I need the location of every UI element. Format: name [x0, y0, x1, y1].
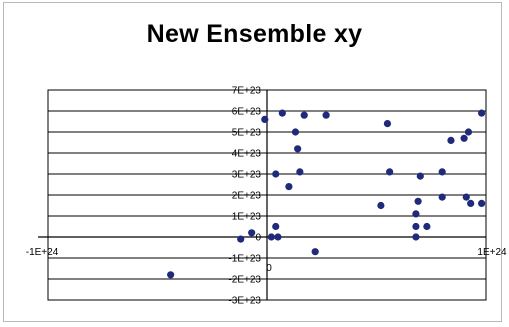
chart-area: [3, 2, 502, 322]
data-point: [414, 197, 422, 205]
data-point: [460, 134, 468, 142]
data-point: [272, 170, 280, 178]
data-point: [412, 210, 420, 218]
data-point: [478, 199, 486, 207]
y-tick-label: 5E+23: [232, 128, 262, 139]
data-point: [412, 233, 420, 241]
data-point: [291, 128, 300, 136]
data-point: [383, 120, 392, 128]
data-point: [462, 193, 470, 201]
data-point: [272, 222, 280, 231]
data-point: [416, 172, 424, 180]
data-point: [167, 271, 175, 279]
y-tick-label: -1E+23: [228, 254, 261, 265]
y-tick-label: 4E+23: [232, 149, 262, 160]
data-point: [237, 235, 245, 243]
data-point: [300, 111, 308, 119]
data-point: [278, 109, 286, 117]
data-point: [464, 128, 473, 136]
data-point: [248, 229, 256, 237]
x-tick-label: 1E+24: [477, 247, 507, 258]
data-point: [386, 168, 394, 176]
chart-title: New Ensemble xy: [146, 20, 363, 48]
y-tick-label: -2E+23: [228, 275, 261, 286]
data-point: [322, 111, 330, 119]
y-tick-label: 6E+23: [232, 107, 262, 118]
y-tick-label: 2E+23: [232, 191, 262, 202]
data-point: [467, 199, 475, 207]
data-point: [261, 115, 269, 123]
y-tick-label: 0: [255, 233, 261, 244]
data-point: [478, 109, 486, 117]
y-tick-label: -3E+23: [228, 296, 261, 307]
data-point: [438, 193, 446, 201]
data-point: [294, 145, 302, 153]
y-tick-label: 3E+23: [232, 170, 262, 181]
data-point: [438, 168, 446, 176]
y-tick-label: 7E+23: [232, 86, 262, 97]
data-point: [423, 222, 431, 231]
data-point: [285, 183, 293, 191]
y-tick-label: 1E+23: [232, 212, 262, 223]
data-point: [447, 136, 455, 144]
data-point: [311, 248, 319, 256]
data-point: [274, 233, 282, 241]
data-point: [412, 222, 420, 231]
data-point: [267, 233, 275, 241]
x-tick-label: -1E+24: [26, 247, 59, 258]
x-tick-label: 0: [266, 263, 272, 274]
data-point: [296, 168, 304, 176]
data-point: [377, 201, 385, 210]
